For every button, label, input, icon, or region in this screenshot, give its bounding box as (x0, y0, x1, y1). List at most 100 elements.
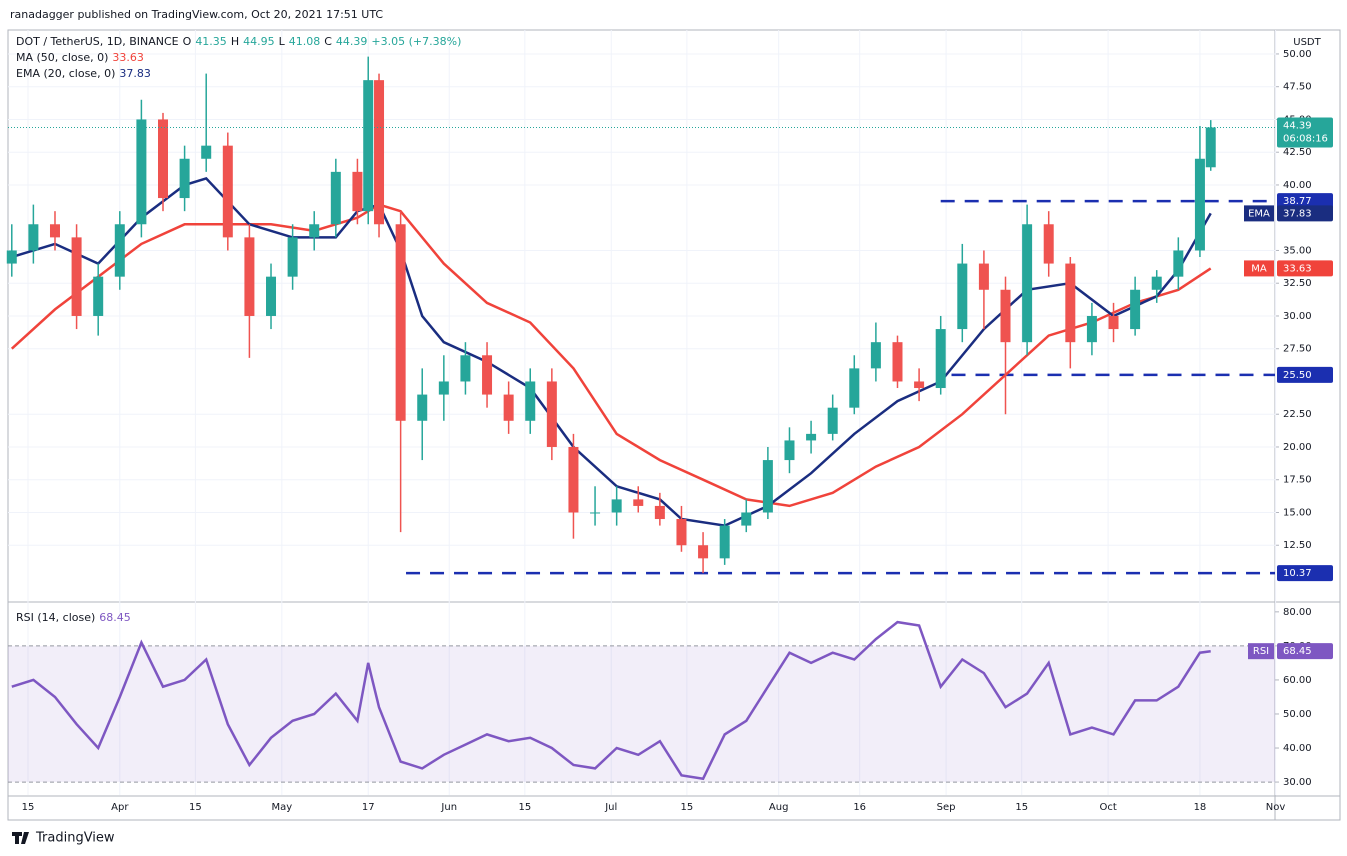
candle-body (1151, 276, 1162, 290)
candle-body (417, 394, 428, 421)
candle-body (870, 342, 881, 369)
rsi-value-bg (1277, 643, 1333, 660)
ohlc-value: 44.39 (336, 35, 368, 48)
candle-body (6, 250, 17, 264)
candle-body (438, 381, 449, 395)
candle-body (363, 80, 374, 212)
candle-body (978, 263, 989, 290)
level-label: 10.37 (1283, 568, 1312, 579)
indicator-value-bg (1277, 205, 1333, 222)
candle-body (201, 145, 212, 159)
candle-body (1022, 224, 1033, 343)
y-tick-label: 15.00 (1283, 507, 1312, 518)
x-tick-label: Jun (440, 802, 457, 813)
x-tick-label: 18 (1194, 802, 1207, 813)
candle-body (525, 381, 536, 421)
logo (12, 832, 29, 844)
indicator-tag: EMA (1248, 208, 1270, 219)
candle-body (935, 329, 946, 389)
candle-body (1130, 289, 1141, 330)
ohlc-letter: H (231, 35, 239, 48)
candle-body (784, 440, 795, 461)
candle-body (1043, 224, 1054, 264)
candle-body (244, 237, 255, 316)
indicator-value: 33.63 (1283, 263, 1312, 274)
rsi-name: RSI (14, close) (16, 611, 95, 624)
candle-body (309, 224, 320, 238)
x-tick-label: Aug (769, 802, 789, 813)
currency: USDT (1293, 37, 1321, 48)
x-tick-label: 15 (22, 802, 35, 813)
candle-body (1086, 315, 1097, 343)
ohlc-letter: O (183, 35, 192, 48)
candle-body (28, 224, 39, 251)
footer-brand: TradingView (35, 831, 115, 846)
countdown: 06:08:16 (1283, 133, 1328, 144)
y-tick-label: 32.50 (1283, 278, 1312, 289)
level-label: 38.77 (1283, 196, 1312, 207)
y-tick-label: 27.50 (1283, 344, 1312, 355)
candle-body (892, 342, 903, 382)
candle-body (287, 237, 298, 277)
level-label-bg (1277, 193, 1333, 210)
candle-body (806, 433, 817, 441)
candle-body (93, 276, 104, 316)
ohlc-value: 44.95 (243, 35, 275, 48)
frame (7, 29, 1341, 821)
candle-body (266, 276, 277, 316)
x-tick-label: 15 (189, 802, 202, 813)
y-tick-label: 35.00 (1283, 245, 1312, 256)
candle-body (395, 224, 406, 421)
candle-body (157, 119, 168, 199)
rsi-value: 68.45 (1283, 646, 1312, 657)
candle-body (698, 545, 709, 559)
rsi-y-tick-label: 80.00 (1283, 607, 1312, 618)
candle-body (546, 381, 557, 447)
candle-body (849, 368, 860, 408)
indicator-value: 37.83 (1283, 208, 1312, 219)
indicator-line (10, 203, 1212, 508)
candle-body (1000, 289, 1011, 343)
level-label: 25.50 (1283, 370, 1312, 381)
indicator-value-bg (1277, 260, 1333, 277)
candle-body (957, 263, 968, 330)
level-label-bg (1277, 366, 1333, 383)
ohlc-letter: L (279, 35, 286, 48)
candle-body (330, 171, 341, 225)
x-tick-label: Sep (937, 802, 956, 813)
price-badge: 44.39 (1283, 120, 1312, 131)
y-tick-label: 50.00 (1283, 49, 1312, 60)
price-badge-bg (1277, 117, 1333, 148)
candle-body (136, 119, 147, 225)
indicator-tag-bg (1244, 205, 1274, 222)
change: +3.05 (+7.38%) (371, 35, 461, 48)
candle-body (741, 512, 752, 526)
candle-body (568, 446, 579, 513)
x-tick-label: 17 (362, 802, 375, 813)
candle-body (762, 460, 773, 513)
y-tick-label: 40.00 (1283, 180, 1312, 191)
candle-body (49, 224, 60, 238)
candle-body (1065, 263, 1076, 343)
y-tick-label: 12.50 (1283, 540, 1312, 551)
rsi-value-legend: 68.45 (99, 611, 131, 624)
x-tick-label: 15 (680, 802, 693, 813)
x-tick-label: Nov (1266, 802, 1286, 813)
candle-body (374, 80, 385, 225)
x-tick-label: May (271, 802, 292, 813)
candle-body (222, 145, 233, 238)
indicator-value-legend: 37.83 (119, 67, 151, 80)
indicator-value-legend: 33.63 (112, 51, 144, 64)
published: ranadagger published on TradingView.com,… (10, 8, 383, 21)
candle-body (654, 505, 665, 520)
candle-body (460, 355, 471, 382)
candle-body (633, 499, 644, 506)
candle-body (179, 158, 190, 199)
ohlc-letter: C (324, 35, 332, 48)
x-tick-label: 15 (518, 802, 531, 813)
y-tick-label: 20.00 (1283, 442, 1312, 453)
candle-body (611, 499, 622, 513)
level-label-bg (1277, 565, 1333, 582)
y-tick-label: 30.00 (1283, 311, 1312, 322)
rsi-y-tick-label: 60.00 (1283, 675, 1312, 686)
